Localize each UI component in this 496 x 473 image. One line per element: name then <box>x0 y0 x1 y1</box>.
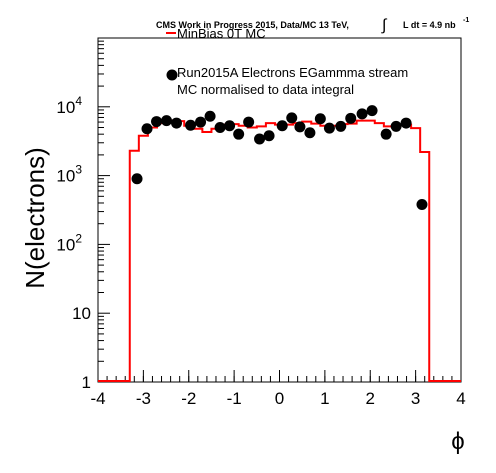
data-point <box>263 130 275 142</box>
data-point <box>380 128 392 140</box>
data-point <box>304 127 316 139</box>
data-point <box>204 110 216 122</box>
x-tick-label: 1 <box>320 389 329 408</box>
data-point <box>416 199 428 211</box>
x-tick-label: -3 <box>136 389 151 408</box>
data-point <box>323 122 335 134</box>
title-luminosity: L dt = 4.9 nb <box>403 20 456 30</box>
data-point <box>286 112 298 124</box>
title-main: CMS Work in Progress 2015, Data/MC 13 Te… <box>156 20 349 30</box>
legend-data-marker <box>166 69 178 81</box>
x-tick-label: 4 <box>456 389 465 408</box>
mc-histogram-line <box>98 119 461 382</box>
data-point <box>243 116 255 128</box>
legend-mc-label: MinBias 0T MC <box>177 26 266 41</box>
y-tick-label: 10 <box>72 304 91 323</box>
data-point <box>185 119 197 131</box>
data-point <box>161 115 173 127</box>
legend-normalisation-note: MC normalised to data integral <box>177 82 354 97</box>
data-point <box>400 117 412 129</box>
data-point <box>345 112 357 124</box>
data-point <box>170 117 182 129</box>
y-axis-ticks: 1 10 102 103 104 <box>56 94 110 392</box>
x-tick-label: 2 <box>366 389 375 408</box>
legend-data-label: Run2015A Electrons EGammma stream <box>177 65 408 80</box>
legend: MinBias 0T MC Run2015A Electrons EGammma… <box>166 26 408 97</box>
x-tick-label: 0 <box>275 389 284 408</box>
data-point <box>314 113 326 125</box>
x-axis-title: ϕ <box>451 428 464 455</box>
chart-title: CMS Work in Progress 2015, Data/MC 13 Te… <box>156 17 469 34</box>
y-axis-title: N(electrons) <box>20 147 50 289</box>
y-tick-label: 1 <box>82 373 91 392</box>
title-luminosity-exponent: -1 <box>463 17 469 24</box>
data-point <box>131 173 143 185</box>
data-point <box>224 120 236 132</box>
data-point <box>151 116 163 128</box>
x-tick-label: -4 <box>90 389 105 408</box>
data-point <box>233 128 245 140</box>
data-point <box>335 120 347 132</box>
x-tick-label: -1 <box>227 389 242 408</box>
data-point <box>294 121 306 133</box>
data-point <box>390 120 402 132</box>
data-point <box>254 133 266 145</box>
y-tick-label: 102 <box>56 231 82 254</box>
data-point <box>356 108 368 120</box>
x-axis-ticks: -4 -3 -2 -1 0 1 2 3 4 <box>90 370 466 408</box>
data-point <box>214 122 226 134</box>
data-point <box>276 120 288 132</box>
data-points <box>131 105 428 211</box>
data-point <box>366 105 378 117</box>
y-tick-label: 104 <box>56 94 82 117</box>
data-point <box>141 123 153 135</box>
x-tick-label: -2 <box>181 389 196 408</box>
x-tick-label: 3 <box>411 389 420 408</box>
data-point <box>195 116 207 128</box>
title-integral-symbol: ∫ <box>381 17 388 34</box>
y-tick-label: 103 <box>56 163 82 186</box>
